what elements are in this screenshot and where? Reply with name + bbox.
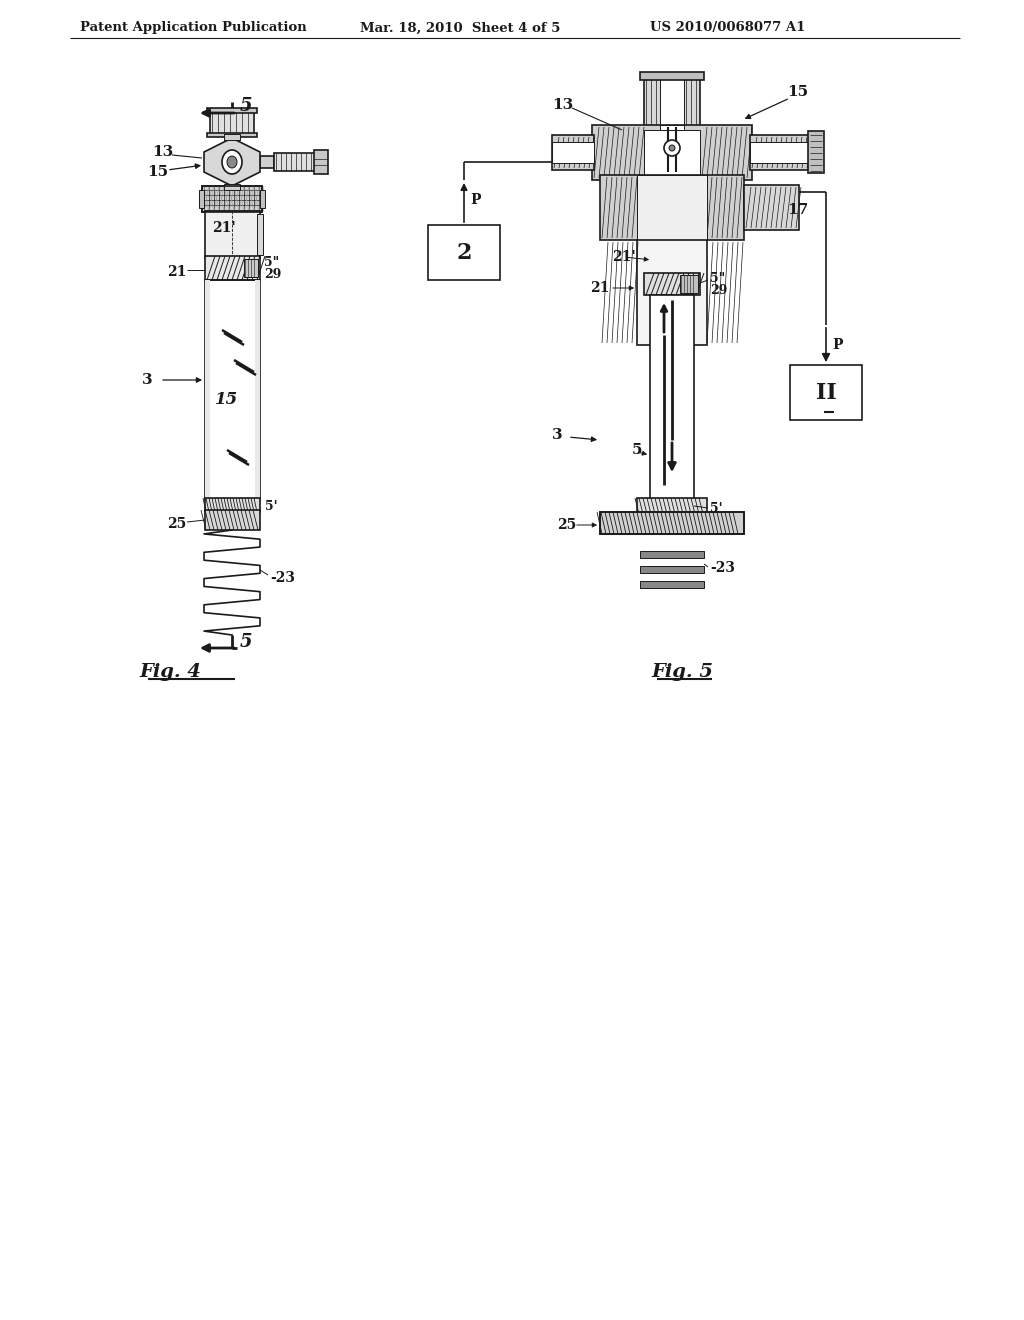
Bar: [644, 129, 700, 176]
Ellipse shape: [222, 150, 242, 174]
Text: US 2010/0068077 A1: US 2010/0068077 A1: [650, 21, 805, 34]
Bar: [644, 75, 700, 129]
Text: P: P: [831, 338, 843, 352]
Bar: [640, 550, 705, 558]
Bar: [640, 566, 705, 573]
Text: Fig. 5: Fig. 5: [651, 663, 713, 681]
Text: 3: 3: [142, 374, 153, 387]
Polygon shape: [204, 139, 260, 186]
Text: Patent Application Publication: Patent Application Publication: [80, 21, 307, 34]
Bar: [650, 294, 694, 500]
Bar: [660, 75, 684, 129]
Text: 21': 21': [612, 249, 636, 264]
Bar: [202, 186, 262, 213]
Bar: [224, 183, 240, 190]
Text: 5': 5': [265, 500, 278, 513]
Bar: [637, 498, 707, 513]
Circle shape: [664, 140, 680, 156]
Bar: [750, 135, 810, 170]
Bar: [207, 133, 257, 137]
Text: 17: 17: [787, 203, 808, 216]
Bar: [205, 498, 260, 512]
Bar: [205, 510, 260, 531]
Bar: [274, 153, 316, 172]
Bar: [750, 143, 810, 162]
Text: P: P: [470, 193, 480, 207]
Text: 29: 29: [710, 284, 727, 297]
Bar: [202, 186, 262, 213]
Bar: [205, 280, 260, 500]
Text: 5": 5": [710, 272, 725, 285]
Text: 15: 15: [147, 165, 168, 180]
Bar: [637, 240, 707, 345]
Bar: [552, 143, 594, 162]
Text: 15: 15: [215, 392, 239, 408]
Bar: [744, 185, 799, 230]
Text: 21: 21: [590, 281, 609, 294]
Text: 2: 2: [457, 242, 472, 264]
Text: 21: 21: [167, 265, 186, 279]
Bar: [600, 176, 744, 240]
Ellipse shape: [227, 156, 237, 168]
Text: Mar. 18, 2010  Sheet 4 of 5: Mar. 18, 2010 Sheet 4 of 5: [360, 21, 560, 34]
Bar: [640, 73, 705, 81]
Bar: [199, 190, 204, 209]
Text: 21': 21': [212, 220, 236, 235]
Bar: [210, 111, 254, 135]
Bar: [205, 211, 260, 257]
Text: 5": 5": [264, 256, 280, 268]
Text: 3: 3: [552, 428, 562, 442]
Bar: [644, 273, 700, 294]
Bar: [600, 512, 744, 535]
Bar: [205, 256, 260, 280]
Text: 5: 5: [632, 444, 642, 457]
Bar: [205, 280, 210, 500]
Text: 5: 5: [240, 634, 253, 651]
Bar: [552, 135, 594, 170]
Text: 15: 15: [787, 84, 808, 99]
Bar: [244, 259, 258, 277]
Text: -23: -23: [710, 561, 735, 576]
Bar: [790, 366, 862, 420]
Text: -23: -23: [270, 572, 295, 585]
Bar: [224, 135, 240, 140]
Bar: [314, 150, 328, 174]
Text: 5: 5: [240, 96, 253, 115]
Bar: [680, 275, 698, 293]
Text: 29: 29: [264, 268, 282, 281]
Text: 25: 25: [167, 517, 186, 531]
Bar: [428, 224, 500, 280]
Bar: [808, 131, 824, 173]
Bar: [207, 108, 257, 114]
Bar: [640, 581, 705, 587]
Text: 13: 13: [152, 145, 173, 158]
Text: II: II: [816, 381, 837, 404]
Text: 13: 13: [552, 98, 573, 112]
Bar: [592, 125, 752, 180]
Text: 5': 5': [710, 502, 723, 515]
Bar: [600, 512, 744, 535]
Circle shape: [669, 145, 675, 150]
Text: 25: 25: [557, 517, 577, 532]
Bar: [637, 176, 707, 240]
Bar: [260, 190, 265, 209]
Bar: [260, 156, 274, 168]
Bar: [255, 280, 260, 500]
Bar: [660, 125, 684, 129]
Text: Fig. 4: Fig. 4: [139, 663, 201, 681]
Bar: [257, 214, 263, 255]
